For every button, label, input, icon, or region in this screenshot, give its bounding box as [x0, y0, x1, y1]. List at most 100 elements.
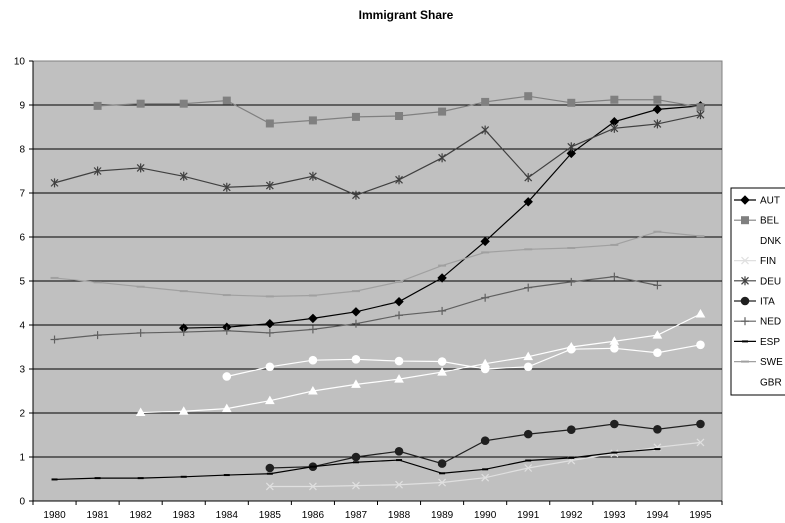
data-point-ned [610, 272, 619, 281]
data-point-fin [265, 482, 274, 491]
legend-item-aut: AUT [734, 195, 780, 207]
data-point-bel [351, 112, 360, 121]
data-point-deu [567, 142, 576, 152]
marker-stroke [741, 256, 749, 265]
data-point-fin [696, 438, 705, 447]
data-point-deu [481, 125, 490, 135]
data-point-deu [136, 163, 145, 173]
x-tick-label: 1993 [603, 510, 626, 521]
legend-marker-ned [741, 317, 749, 326]
series-ita [265, 419, 705, 473]
data-point-ned [351, 319, 360, 328]
data-point-ita [653, 424, 662, 434]
data-point-dnk [178, 406, 189, 415]
data-point-dnk [437, 367, 447, 376]
data-point-bel [179, 99, 188, 108]
marker-stroke [352, 481, 360, 490]
data-point-ned [395, 311, 404, 320]
data-point-swe [567, 247, 576, 249]
legend-marker-bel [741, 216, 749, 225]
data-point-ned [308, 325, 317, 334]
legend-label-deu: DEU [760, 276, 781, 287]
data-point-swe [136, 285, 145, 288]
data-point-aut [566, 148, 576, 159]
series-esp [51, 448, 661, 481]
data-point-swe [265, 295, 274, 298]
data-point-bel [653, 95, 662, 104]
data-point-dnk [351, 379, 361, 388]
y-tick-label: 1 [19, 453, 25, 464]
marker-stroke [481, 473, 490, 482]
data-point-fin [524, 464, 533, 472]
marker-stroke [524, 464, 533, 472]
legend-box [730, 187, 785, 396]
series-deu [50, 110, 705, 200]
x-tick-label: 1984 [216, 510, 239, 521]
legend-marker-aut [740, 195, 750, 205]
legend-marker-ita [740, 296, 750, 306]
legend-label-gbr: GBR [760, 377, 782, 388]
y-tick-label: 10 [14, 57, 26, 68]
data-point-aut [351, 307, 361, 317]
data-point-swe [395, 280, 404, 283]
data-point-gbr [265, 362, 275, 372]
y-tick-label: 2 [19, 409, 25, 420]
legend-label-aut: AUT [760, 196, 780, 207]
data-point-gbr [696, 340, 705, 350]
data-point-deu [524, 173, 533, 183]
x-tick-label: 1988 [388, 510, 411, 521]
legend-item-fin: FIN [734, 256, 776, 267]
data-point-gbr [351, 355, 361, 364]
data-point-bel [524, 92, 533, 101]
marker-stroke [696, 438, 705, 447]
gridlines [33, 104, 722, 458]
data-point-fin [395, 480, 403, 489]
marker-stroke [438, 478, 447, 487]
data-point-dnk [695, 308, 706, 318]
data-point-bel [438, 107, 447, 116]
data-point-ned [567, 277, 576, 286]
data-point-deu [222, 182, 231, 192]
data-point-swe [524, 248, 533, 251]
series-ned [50, 272, 662, 344]
legend-item-deu: DEU [734, 276, 781, 287]
data-point-ita [523, 429, 533, 439]
x-axis: 1980 1981 1982 1983 1984 1985 1986 1987 1988 1989… [32, 500, 723, 521]
x-tick-label: 1982 [130, 510, 153, 521]
data-point-deu [696, 110, 705, 120]
data-point-bel [610, 95, 619, 104]
data-point-deu [179, 171, 188, 181]
data-point-bel [567, 98, 576, 107]
data-point-deu [653, 119, 662, 129]
series-gbr [222, 340, 705, 381]
legend-label-bel: BEL [760, 216, 779, 227]
data-point-gbr [308, 355, 318, 365]
x-tick-label: 1981 [86, 510, 109, 521]
x-tick-label: 1980 [43, 510, 66, 521]
legend-label-swe: SWE [760, 357, 783, 368]
chart-title: Immigrant Share [359, 8, 454, 22]
legend-item-bel: BEL [734, 216, 779, 227]
legend-item-esp: ESP [734, 337, 780, 348]
data-point-deu [438, 153, 447, 163]
x-tick-label: 1986 [302, 510, 325, 521]
y-axis: 0 1 2 3 4 5 6 7 8 9 10 [14, 57, 34, 508]
data-point-aut [265, 318, 275, 329]
data-point-dnk [394, 374, 404, 383]
series-line-deu [54, 114, 701, 196]
legend-item-dnk: DNK [734, 235, 781, 247]
data-point-ned [179, 328, 188, 337]
legend-marker-gbr [740, 377, 750, 387]
data-point-ned [93, 331, 102, 340]
legend-marker-dnk [740, 235, 750, 244]
data-point-ned [265, 328, 274, 337]
marker-stroke [265, 482, 274, 491]
data-point-aut [523, 197, 533, 207]
x-tick-label: 1992 [560, 510, 583, 521]
legend-item-ita: ITA [734, 297, 775, 308]
legend-item-swe: SWE [734, 357, 783, 368]
legend-label-ned: NED [760, 317, 781, 328]
data-point-ita [610, 419, 619, 429]
legend-item-gbr: GBR [734, 377, 782, 388]
